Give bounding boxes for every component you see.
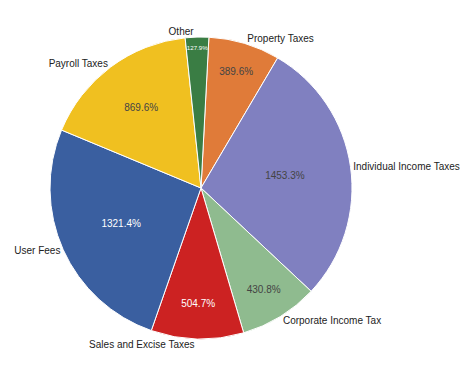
svg-text:389.6%: 389.6% [219, 66, 253, 77]
svg-text:Sales and Excise Taxes: Sales and Excise Taxes [89, 339, 194, 350]
svg-text:Payroll Taxes: Payroll Taxes [49, 58, 108, 69]
svg-text:Other: Other [169, 26, 195, 37]
svg-text:Corporate Income Tax: Corporate Income Tax [283, 315, 381, 326]
svg-text:127.9%: 127.9% [187, 44, 208, 51]
svg-text:430.8%: 430.8% [247, 284, 281, 295]
svg-text:504.7%: 504.7% [181, 298, 215, 309]
svg-text:869.6%: 869.6% [124, 102, 158, 113]
svg-text:Property Taxes: Property Taxes [247, 33, 314, 44]
svg-text:User Fees: User Fees [14, 245, 60, 256]
svg-text:1453.3%: 1453.3% [265, 170, 305, 181]
svg-text:1321.4%: 1321.4% [101, 218, 141, 229]
svg-text:Individual Income Taxes: Individual Income Taxes [353, 161, 460, 172]
